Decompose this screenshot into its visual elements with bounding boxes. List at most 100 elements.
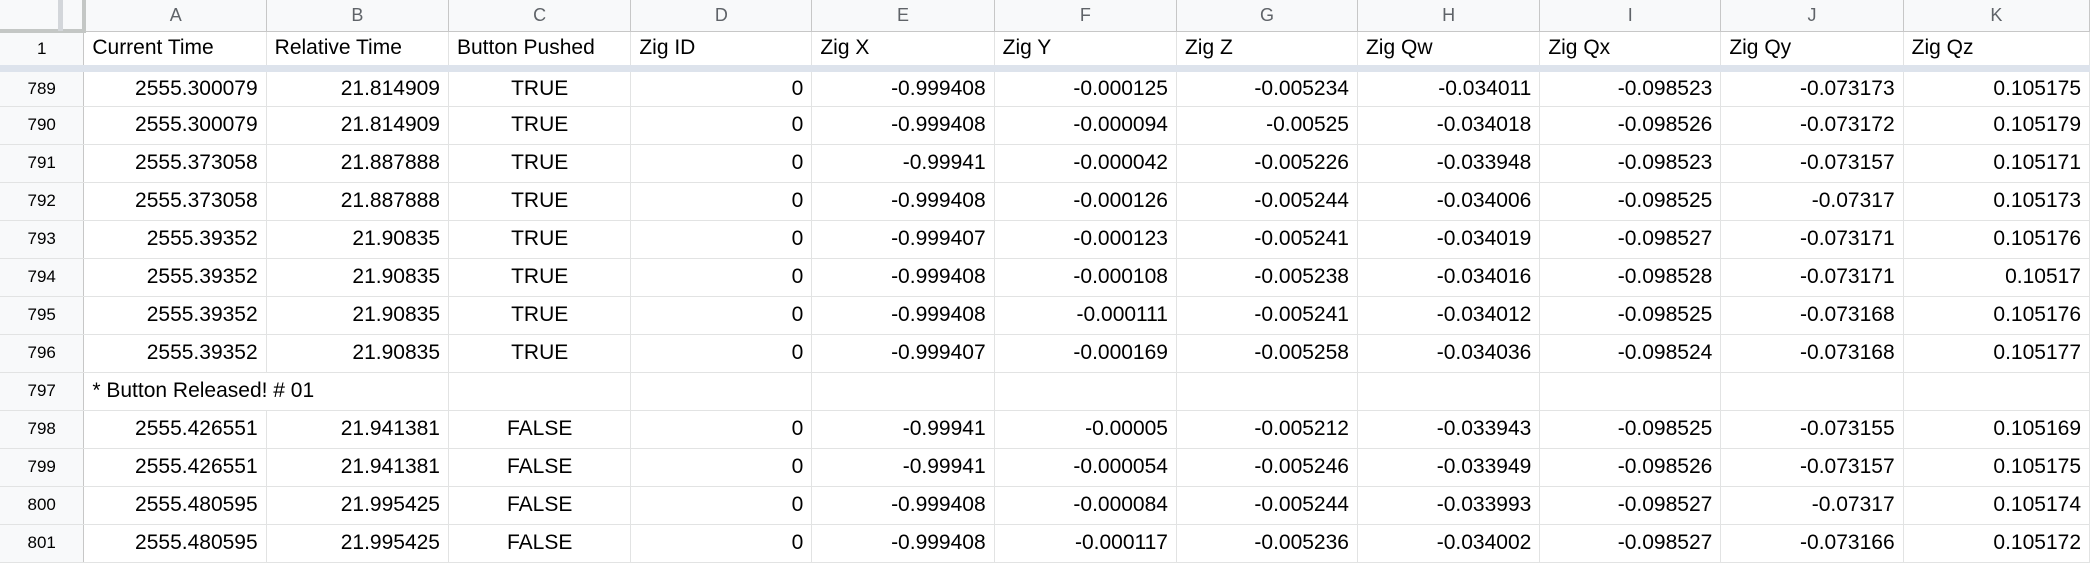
table-cell[interactable]: 0 xyxy=(630,144,813,183)
table-cell[interactable]: 21.90835 xyxy=(266,296,450,335)
table-cell[interactable]: -0.005234 xyxy=(1176,68,1358,107)
table-cell[interactable]: 0 xyxy=(630,334,813,373)
table-cell[interactable]: TRUE xyxy=(448,334,632,373)
table-cell[interactable]: -0.07317 xyxy=(1720,182,1904,221)
empty-cell[interactable] xyxy=(448,372,632,411)
row-number[interactable]: 1 xyxy=(0,31,85,72)
table-cell[interactable]: 21.90835 xyxy=(266,220,450,259)
table-cell[interactable]: 0 xyxy=(630,448,813,487)
table-cell[interactable]: -0.005212 xyxy=(1176,410,1358,449)
table-cell[interactable]: 0.105175 xyxy=(1903,68,2090,107)
table-cell[interactable]: 0.105179 xyxy=(1903,106,2090,145)
table-cell[interactable]: -0.005241 xyxy=(1176,296,1358,335)
row-number[interactable]: 800 xyxy=(0,486,85,525)
table-cell[interactable]: -0.000111 xyxy=(994,296,1177,335)
table-cell[interactable]: -0.073157 xyxy=(1720,144,1904,183)
table-cell[interactable]: -0.99941 xyxy=(811,448,995,487)
table-cell[interactable]: 2555.39352 xyxy=(83,296,267,335)
row-number[interactable]: 790 xyxy=(0,106,85,145)
table-cell[interactable]: -0.000117 xyxy=(994,524,1177,563)
table-cell[interactable]: TRUE xyxy=(448,220,632,259)
table-cell[interactable]: 21.90835 xyxy=(266,258,450,297)
table-cell[interactable]: 0.105169 xyxy=(1903,410,2090,449)
header-cell[interactable]: Current Time xyxy=(83,31,267,72)
empty-cell[interactable] xyxy=(1720,372,1904,411)
empty-cell[interactable] xyxy=(1539,372,1722,411)
row-number[interactable]: 789 xyxy=(0,68,85,107)
table-cell[interactable]: 21.887888 xyxy=(266,182,450,221)
column-header-a[interactable]: A xyxy=(83,0,267,32)
table-cell[interactable]: 2555.39352 xyxy=(83,334,267,373)
table-cell[interactable]: -0.098526 xyxy=(1539,106,1722,145)
table-cell[interactable]: FALSE xyxy=(448,486,632,525)
table-cell[interactable]: -0.999408 xyxy=(811,296,995,335)
table-cell[interactable]: -0.005236 xyxy=(1176,524,1358,563)
table-cell[interactable]: 2555.426551 xyxy=(83,448,267,487)
header-cell[interactable]: Zig Qy xyxy=(1720,31,1904,72)
note-cell[interactable]: * Button Released! # 01 xyxy=(83,372,449,411)
table-cell[interactable]: FALSE xyxy=(448,448,632,487)
table-cell[interactable]: -0.098523 xyxy=(1539,144,1722,183)
table-cell[interactable]: -0.033943 xyxy=(1357,410,1541,449)
row-number[interactable]: 792 xyxy=(0,182,85,221)
select-all-corner[interactable] xyxy=(0,0,86,33)
table-cell[interactable]: -0.07317 xyxy=(1720,486,1904,525)
column-header-d[interactable]: D xyxy=(630,0,813,32)
header-cell[interactable]: Zig Y xyxy=(994,31,1177,72)
empty-cell[interactable] xyxy=(811,372,995,411)
table-cell[interactable]: -0.034018 xyxy=(1357,106,1541,145)
empty-cell[interactable] xyxy=(630,372,813,411)
header-cell[interactable]: Button Pushed xyxy=(448,31,632,72)
table-cell[interactable]: -0.000084 xyxy=(994,486,1177,525)
table-cell[interactable]: -0.999408 xyxy=(811,182,995,221)
column-header-g[interactable]: G xyxy=(1176,0,1358,32)
row-number[interactable]: 793 xyxy=(0,220,85,259)
table-cell[interactable]: 21.995425 xyxy=(266,524,450,563)
table-cell[interactable]: -0.098523 xyxy=(1539,68,1722,107)
table-cell[interactable]: 21.90835 xyxy=(266,334,450,373)
table-cell[interactable]: -0.098525 xyxy=(1539,182,1722,221)
row-number[interactable]: 791 xyxy=(0,144,85,183)
table-cell[interactable]: -0.00525 xyxy=(1176,106,1358,145)
header-cell[interactable]: Zig Qw xyxy=(1357,31,1541,72)
table-cell[interactable]: -0.000054 xyxy=(994,448,1177,487)
table-cell[interactable]: -0.073171 xyxy=(1720,258,1904,297)
table-cell[interactable]: TRUE xyxy=(448,144,632,183)
table-cell[interactable]: 0 xyxy=(630,106,813,145)
table-cell[interactable]: -0.098527 xyxy=(1539,486,1722,525)
table-cell[interactable]: 0 xyxy=(630,486,813,525)
table-cell[interactable]: -0.073171 xyxy=(1720,220,1904,259)
header-cell[interactable]: Zig X xyxy=(811,31,995,72)
table-cell[interactable]: -0.000126 xyxy=(994,182,1177,221)
table-cell[interactable]: -0.098524 xyxy=(1539,334,1722,373)
table-cell[interactable]: -0.034019 xyxy=(1357,220,1541,259)
table-cell[interactable]: -0.073172 xyxy=(1720,106,1904,145)
table-cell[interactable]: 21.887888 xyxy=(266,144,450,183)
table-cell[interactable]: -0.999408 xyxy=(811,486,995,525)
table-cell[interactable]: 0.105173 xyxy=(1903,182,2090,221)
table-cell[interactable]: -0.073166 xyxy=(1720,524,1904,563)
column-header-e[interactable]: E xyxy=(811,0,995,32)
table-cell[interactable]: 21.941381 xyxy=(266,448,450,487)
empty-cell[interactable] xyxy=(994,372,1177,411)
table-cell[interactable]: -0.99941 xyxy=(811,144,995,183)
table-cell[interactable]: 0.10517 xyxy=(1903,258,2090,297)
table-cell[interactable]: -0.073168 xyxy=(1720,334,1904,373)
table-cell[interactable]: -0.005244 xyxy=(1176,182,1358,221)
row-number[interactable]: 797 xyxy=(0,372,85,411)
table-cell[interactable]: -0.000169 xyxy=(994,334,1177,373)
table-cell[interactable]: 0.105174 xyxy=(1903,486,2090,525)
table-cell[interactable]: 2555.300079 xyxy=(83,106,267,145)
table-cell[interactable]: -0.098525 xyxy=(1539,410,1722,449)
row-number[interactable]: 798 xyxy=(0,410,85,449)
table-cell[interactable]: -0.999407 xyxy=(811,334,995,373)
table-cell[interactable]: TRUE xyxy=(448,68,632,107)
table-cell[interactable]: 0 xyxy=(630,296,813,335)
header-cell[interactable]: Zig Qz xyxy=(1903,31,2090,72)
table-cell[interactable]: -0.999408 xyxy=(811,106,995,145)
table-cell[interactable]: -0.034036 xyxy=(1357,334,1541,373)
table-cell[interactable]: -0.000094 xyxy=(994,106,1177,145)
table-cell[interactable]: -0.000042 xyxy=(994,144,1177,183)
table-cell[interactable]: -0.999408 xyxy=(811,524,995,563)
table-cell[interactable]: -0.000125 xyxy=(994,68,1177,107)
